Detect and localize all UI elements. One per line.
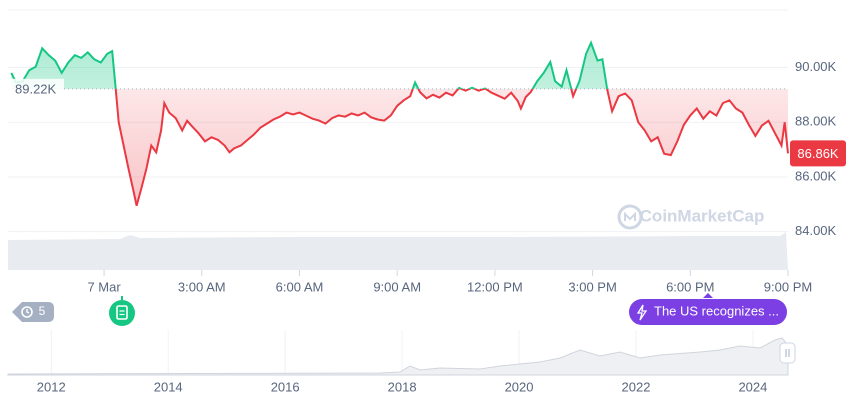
navigator-area [7,337,789,376]
navigator-tick-label: 2022 [622,379,651,394]
volume-area [8,232,788,270]
event-text: The US recognizes ... [654,303,779,318]
baseline-label: 89.22K [15,81,57,96]
x-tick-label: 3:00 AM [178,279,226,294]
navigator-tick-label: 2018 [388,379,417,394]
history-count: 5 [39,304,46,318]
y-tick-label: 90.00K [795,59,837,74]
navigator-tick-label: 2014 [154,379,183,394]
news-marker[interactable] [109,296,135,326]
x-tick-label: 12:00 PM [467,279,523,294]
history-marker[interactable]: 5 [12,302,54,322]
x-tick-label: 9:00 AM [373,279,421,294]
x-tick-label: 3:00 PM [568,279,616,294]
navigator-handle[interactable] [779,342,796,364]
navigator-tick-label: 2016 [271,379,300,394]
navigator-tick-label: 2024 [738,379,767,394]
y-tick-label: 88.00K [795,114,837,129]
area-above [11,42,608,89]
navigator-tick-label: 2020 [505,379,534,394]
watermark-logo [617,204,643,230]
area-below [11,88,788,206]
navigator-tick-label: 2012 [37,379,66,394]
x-tick-label: 7 Mar [87,279,121,294]
watermark: CoinMarketCap [640,206,765,225]
x-tick-label: 6:00 AM [276,279,324,294]
event-pill[interactable]: The US recognizes ... [629,293,787,325]
y-tick-label: 86.00K [795,168,837,183]
y-tick-label: 84.00K [795,223,837,238]
current-price-label: 86.86K [797,146,839,161]
x-tick-label: 9:00 PM [764,279,812,294]
baseline-label-bg [8,78,64,97]
x-tick-label: 6:00 PM [666,279,714,294]
current-price-tag [790,140,846,167]
price-line-down [114,88,789,206]
